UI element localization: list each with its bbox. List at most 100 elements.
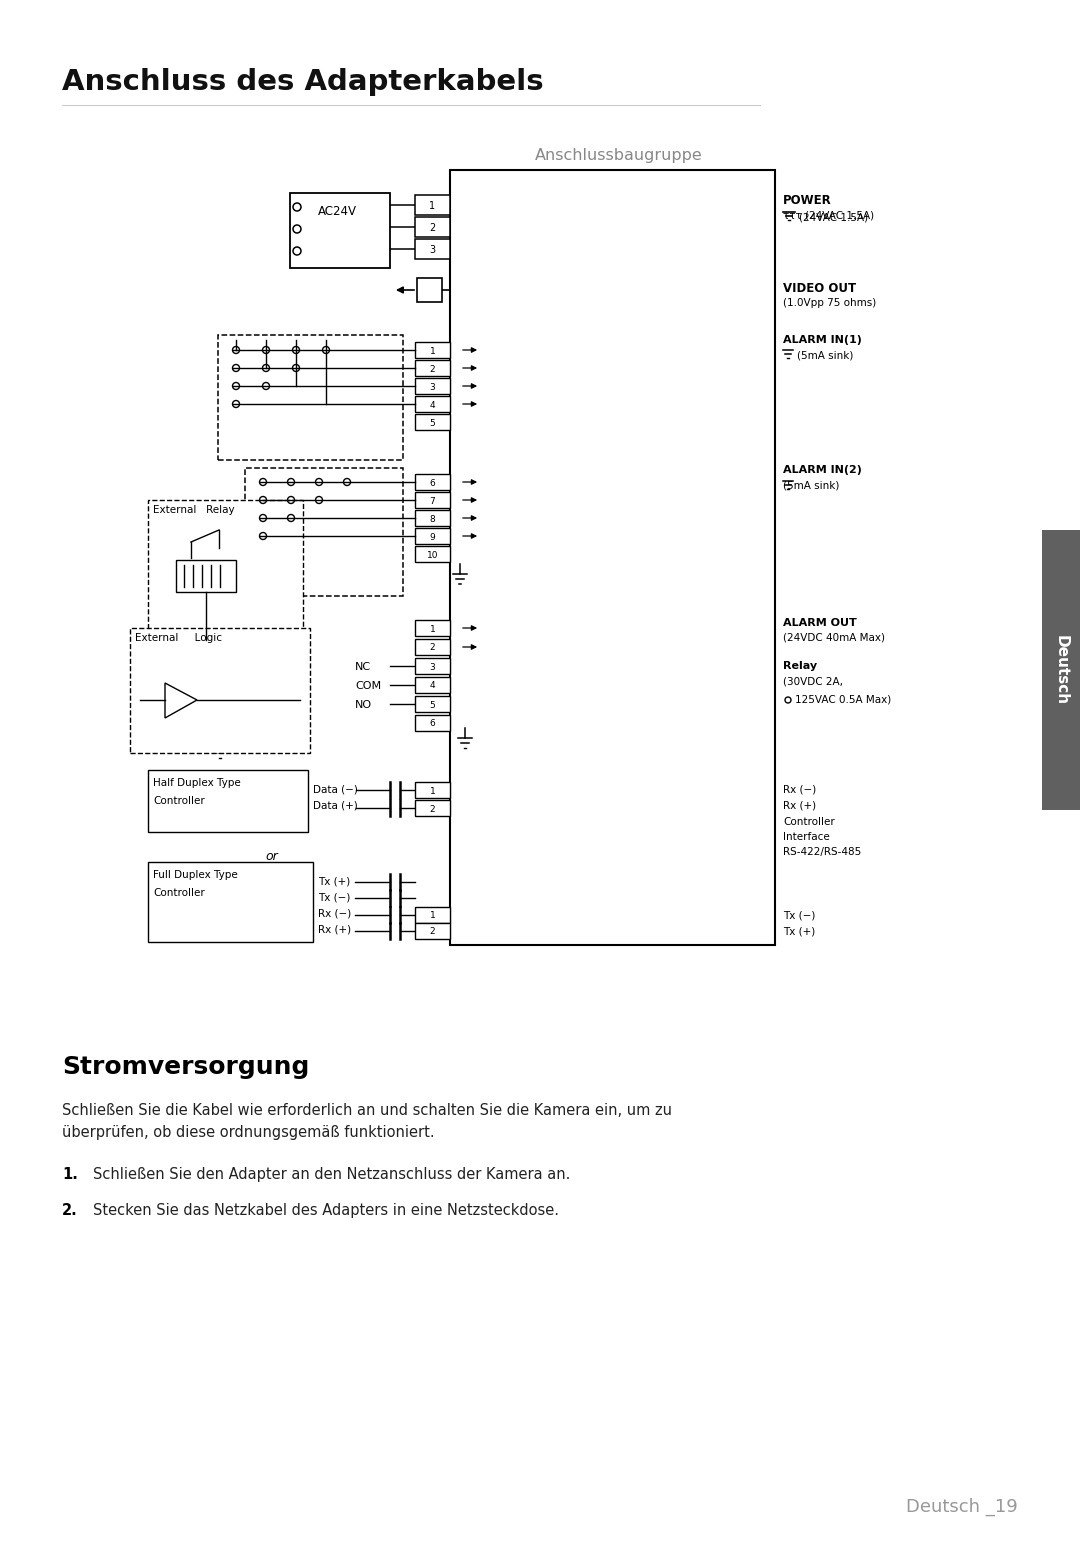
Text: Rx (+): Rx (+) — [783, 799, 816, 810]
Text: Rx (−): Rx (−) — [318, 909, 351, 920]
Text: überprüfen, ob diese ordnungsgemäß funktioniert.: überprüfen, ob diese ordnungsgemäß funkt… — [62, 1125, 434, 1140]
Text: Tx (+): Tx (+) — [318, 876, 350, 886]
Text: Controller: Controller — [783, 816, 835, 827]
Text: (30VDC 2A,: (30VDC 2A, — [783, 676, 843, 687]
Bar — [415, 907, 450, 923]
Text: Schließen Sie den Adapter an den Netzanschluss der Kamera an.: Schließen Sie den Adapter an den Netzans… — [93, 1167, 570, 1182]
Polygon shape — [165, 684, 197, 717]
Bar — [415, 194, 450, 214]
Bar — [291, 193, 390, 268]
Text: Half Duplex Type: Half Duplex Type — [153, 778, 241, 788]
Text: ALARM OUT: ALARM OUT — [783, 619, 856, 628]
Text: 4: 4 — [430, 401, 435, 409]
Bar — [415, 657, 450, 674]
Text: 3: 3 — [430, 383, 435, 392]
Text: AC24V: AC24V — [318, 205, 357, 218]
Text: 2: 2 — [430, 927, 435, 937]
Text: 1: 1 — [430, 787, 435, 796]
Text: ALARM IN(1): ALARM IN(1) — [783, 335, 862, 346]
Text: (5mA sink): (5mA sink) — [783, 481, 839, 491]
Bar — [415, 492, 450, 508]
Text: 6: 6 — [430, 719, 435, 728]
Bar — [415, 397, 450, 412]
Bar — [415, 799, 450, 816]
Text: External     Logic: External Logic — [135, 633, 222, 643]
Bar — [415, 677, 450, 693]
Bar — [148, 500, 303, 648]
Bar — [148, 770, 308, 832]
Bar — [130, 628, 310, 753]
Bar — [415, 546, 450, 562]
Text: Tx (−): Tx (−) — [783, 910, 815, 920]
Bar — [415, 782, 450, 798]
Bar — [415, 511, 450, 526]
Text: External   Relay: External Relay — [153, 505, 234, 515]
Text: Tx (+): Tx (+) — [783, 926, 815, 937]
Text: 1: 1 — [430, 912, 435, 921]
Text: ALARM IN(2): ALARM IN(2) — [783, 464, 862, 475]
Bar — [415, 639, 450, 654]
Text: RS-422/RS-485: RS-422/RS-485 — [783, 847, 861, 856]
Bar — [415, 343, 450, 358]
Bar — [415, 474, 450, 491]
Text: Data (+): Data (+) — [313, 799, 357, 810]
Text: 6: 6 — [430, 478, 435, 488]
Text: 3: 3 — [430, 662, 435, 671]
Text: Schließen Sie die Kabel wie erforderlich an und schalten Sie die Kamera ein, um : Schließen Sie die Kabel wie erforderlich… — [62, 1103, 672, 1119]
Bar — [218, 335, 403, 460]
Bar — [415, 696, 450, 711]
Text: Anschlussbaugruppe: Anschlussbaugruppe — [535, 148, 703, 164]
Text: Stecken Sie das Netzkabel des Adapters in eine Netzsteckdose.: Stecken Sie das Netzkabel des Adapters i… — [93, 1204, 559, 1217]
Bar — [415, 218, 450, 238]
Bar — [415, 620, 450, 636]
Text: 2: 2 — [430, 224, 435, 233]
Text: Full Duplex Type: Full Duplex Type — [153, 870, 238, 880]
Text: (5mA sink): (5mA sink) — [797, 350, 853, 360]
Text: Deutsch _19: Deutsch _19 — [906, 1498, 1018, 1517]
Text: VIDEO OUT: VIDEO OUT — [783, 282, 856, 295]
Bar — [450, 170, 775, 944]
Text: COM: COM — [355, 680, 381, 691]
Text: Anschluss des Adapterkabels: Anschluss des Adapterkabels — [62, 68, 543, 96]
Bar — [417, 278, 442, 302]
Text: Rx (−): Rx (−) — [783, 784, 816, 795]
Bar — [415, 360, 450, 376]
Text: 2: 2 — [430, 804, 435, 813]
Text: 9: 9 — [430, 532, 435, 542]
Text: POWER: POWER — [783, 194, 832, 207]
Text: 5: 5 — [430, 418, 435, 427]
Text: 5: 5 — [430, 701, 435, 710]
Text: 3: 3 — [430, 245, 435, 255]
Text: 8: 8 — [430, 514, 435, 523]
Text: 7: 7 — [430, 497, 435, 506]
Bar — [1042, 529, 1080, 810]
Bar — [415, 239, 450, 259]
Bar — [415, 414, 450, 430]
Bar — [245, 468, 403, 596]
Bar — [176, 560, 237, 593]
Text: Controller: Controller — [153, 796, 205, 805]
Text: 1.: 1. — [62, 1167, 78, 1182]
Text: NC: NC — [355, 662, 372, 673]
Bar — [148, 863, 313, 941]
Text: Rx (+): Rx (+) — [318, 924, 351, 935]
Text: 2: 2 — [430, 643, 435, 653]
Text: Deutsch: Deutsch — [1053, 634, 1068, 705]
Text: τττ (24VAC 1.5A): τττ (24VAC 1.5A) — [783, 210, 874, 221]
Text: 2.: 2. — [62, 1204, 78, 1217]
Text: Controller: Controller — [153, 889, 205, 898]
Bar — [415, 378, 450, 393]
Text: 10: 10 — [427, 551, 438, 560]
Text: 4: 4 — [430, 682, 435, 691]
Text: 1: 1 — [430, 347, 435, 355]
Text: 2: 2 — [430, 364, 435, 373]
Text: Relay: Relay — [783, 660, 818, 671]
Text: Stromversorgung: Stromversorgung — [62, 1055, 309, 1079]
Text: 125VAC 0.5A Max): 125VAC 0.5A Max) — [795, 694, 891, 705]
Text: Tx (−): Tx (−) — [318, 892, 350, 903]
Bar — [415, 923, 450, 940]
Text: or: or — [265, 850, 278, 863]
Bar — [415, 528, 450, 545]
Text: 1: 1 — [430, 201, 435, 211]
Text: 1: 1 — [430, 625, 435, 634]
